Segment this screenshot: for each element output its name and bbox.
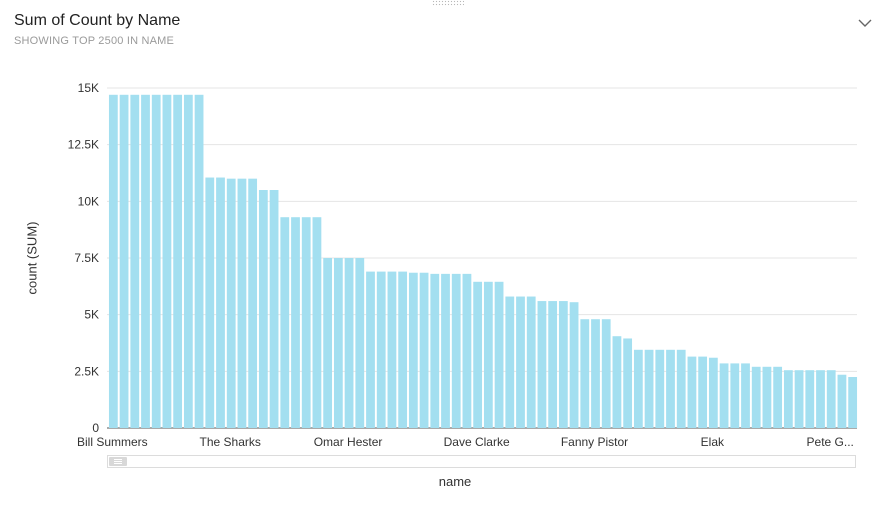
bar[interactable] bbox=[805, 370, 815, 428]
chart-subtitle: SHOWING TOP 2500 IN NAME bbox=[14, 35, 175, 47]
scroll-thumb[interactable] bbox=[109, 457, 127, 466]
bar[interactable] bbox=[462, 273, 472, 428]
bar[interactable] bbox=[494, 281, 504, 428]
bar[interactable] bbox=[558, 301, 568, 428]
bar[interactable] bbox=[216, 177, 225, 428]
bar[interactable] bbox=[644, 349, 654, 428]
y-tick-label: 0 bbox=[92, 421, 99, 435]
bar[interactable] bbox=[451, 273, 461, 428]
bar[interactable] bbox=[655, 349, 665, 428]
bar[interactable] bbox=[569, 302, 579, 428]
x-tick-label: Omar Hester bbox=[314, 435, 383, 449]
bar[interactable] bbox=[698, 356, 708, 428]
bar[interactable] bbox=[226, 178, 236, 428]
bar[interactable] bbox=[323, 258, 333, 428]
bar[interactable] bbox=[591, 319, 600, 428]
bar[interactable] bbox=[108, 94, 118, 429]
bar[interactable] bbox=[505, 296, 515, 428]
bar[interactable] bbox=[826, 370, 836, 428]
bar[interactable] bbox=[687, 356, 697, 428]
bar[interactable] bbox=[119, 94, 129, 429]
x-tick-label: Dave Clarke bbox=[444, 435, 510, 449]
bar[interactable] bbox=[408, 272, 418, 428]
x-tick-label: Fanny Pistor bbox=[561, 435, 628, 449]
bar[interactable] bbox=[516, 296, 525, 428]
y-tick-label: 10K bbox=[78, 194, 99, 208]
bar[interactable] bbox=[666, 349, 675, 428]
bar[interactable] bbox=[848, 377, 858, 428]
bar[interactable] bbox=[419, 272, 429, 428]
bar[interactable] bbox=[258, 190, 268, 428]
bar[interactable] bbox=[719, 363, 729, 428]
bar[interactable] bbox=[387, 271, 397, 428]
bar[interactable] bbox=[751, 366, 761, 428]
bar[interactable] bbox=[633, 349, 643, 428]
y-axis-title: count (SUM) bbox=[24, 221, 40, 295]
bar[interactable] bbox=[741, 363, 750, 428]
bar[interactable] bbox=[237, 178, 247, 428]
panel-drag-handle[interactable] bbox=[432, 0, 464, 6]
bar[interactable] bbox=[816, 370, 825, 428]
bar[interactable] bbox=[333, 258, 343, 428]
bar[interactable] bbox=[173, 94, 183, 429]
bar[interactable] bbox=[280, 217, 290, 428]
chevron-down-icon[interactable] bbox=[856, 14, 874, 32]
bar[interactable] bbox=[548, 301, 558, 428]
bar[interactable] bbox=[355, 258, 365, 428]
bar[interactable] bbox=[837, 374, 847, 428]
bar[interactable] bbox=[473, 281, 483, 428]
bar[interactable] bbox=[376, 271, 386, 428]
bar[interactable] bbox=[612, 336, 622, 428]
bar[interactable] bbox=[730, 363, 740, 428]
bar[interactable] bbox=[312, 217, 322, 428]
y-tick-label: 5K bbox=[84, 308, 99, 322]
bar[interactable] bbox=[676, 349, 686, 428]
bar[interactable] bbox=[130, 94, 140, 429]
bar[interactable] bbox=[537, 301, 547, 428]
bar[interactable] bbox=[248, 178, 258, 428]
bar[interactable] bbox=[708, 357, 718, 428]
bar[interactable] bbox=[526, 296, 536, 428]
bar[interactable] bbox=[301, 217, 311, 428]
bar[interactable] bbox=[183, 94, 193, 429]
bar[interactable] bbox=[441, 273, 450, 428]
bar[interactable] bbox=[398, 271, 408, 428]
bar[interactable] bbox=[151, 94, 161, 429]
bar[interactable] bbox=[269, 190, 279, 428]
y-tick-label: 12.5K bbox=[68, 138, 99, 152]
x-axis-title: name bbox=[438, 474, 472, 489]
x-tick-label: The Sharks bbox=[200, 435, 261, 449]
y-tick-label: 15K bbox=[78, 81, 99, 95]
chart-title: Sum of Count by Name bbox=[14, 12, 181, 29]
bar[interactable] bbox=[623, 338, 633, 428]
bar[interactable] bbox=[430, 273, 440, 428]
x-tick-label: Elak bbox=[701, 435, 725, 449]
bar[interactable] bbox=[141, 94, 150, 429]
horizontal-scrollbar[interactable] bbox=[107, 455, 856, 468]
bar[interactable] bbox=[773, 366, 783, 428]
x-tick-label: Pete G... bbox=[807, 435, 854, 449]
x-tick-label: Bill Summers bbox=[77, 435, 148, 449]
bar[interactable] bbox=[783, 370, 793, 428]
bar[interactable] bbox=[483, 281, 493, 428]
y-tick-label: 2.5K bbox=[74, 364, 99, 378]
bar[interactable] bbox=[291, 217, 300, 428]
bar[interactable] bbox=[162, 94, 172, 429]
bar[interactable] bbox=[762, 366, 772, 428]
bar[interactable] bbox=[794, 370, 804, 428]
y-tick-label: 7.5K bbox=[74, 251, 99, 265]
bar[interactable] bbox=[344, 258, 354, 428]
bar[interactable] bbox=[205, 177, 215, 428]
bar[interactable] bbox=[366, 271, 375, 428]
bar[interactable] bbox=[601, 319, 611, 428]
bar[interactable] bbox=[194, 94, 204, 429]
bar[interactable] bbox=[580, 319, 590, 428]
